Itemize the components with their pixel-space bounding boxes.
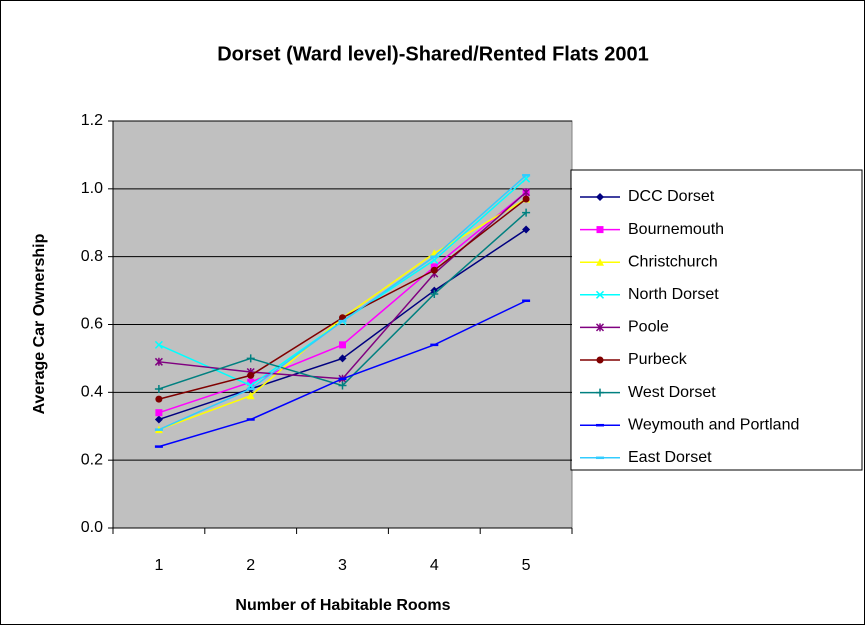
data-point (339, 341, 346, 349)
data-point (522, 225, 531, 234)
y-tick-label: 0.6 (81, 316, 103, 333)
x-tick-label: 4 (430, 557, 439, 574)
data-point (154, 357, 163, 366)
data-point (246, 391, 255, 400)
data-point (430, 266, 438, 274)
chart-title: Dorset (Ward level)-Shared/Rented Flats … (217, 43, 649, 65)
legend-label: Weymouth and Portland (628, 416, 799, 433)
legend-marker (596, 388, 604, 397)
legend-label: Purbeck (628, 351, 688, 368)
y-tick-label: 0.4 (81, 384, 103, 401)
legend-label: West Dorset (628, 384, 716, 401)
data-point (522, 188, 531, 197)
y-tick-label: 0.8 (81, 248, 103, 265)
y-tick-label: 1.0 (81, 180, 103, 197)
legend-marker (595, 290, 605, 299)
data-point (154, 340, 163, 349)
x-tick-label: 3 (338, 557, 347, 574)
data-point (338, 354, 347, 363)
legend-marker (596, 258, 604, 266)
legend-marker (595, 323, 605, 332)
legend-label: North Dorset (628, 286, 719, 303)
legend-label: Bournemouth (628, 221, 724, 238)
x-tick-label: 5 (522, 557, 531, 574)
legend-marker (596, 193, 604, 201)
data-point (522, 208, 531, 217)
y-tick-label: 0.2 (81, 451, 103, 468)
data-point (247, 371, 255, 379)
x-axis-label: Number of Habitable Rooms (235, 597, 450, 614)
legend-label: East Dorset (628, 449, 712, 466)
legend-marker (596, 226, 604, 234)
legend-label: Poole (628, 319, 669, 336)
legend-label: DCC Dorset (628, 188, 715, 205)
data-point (246, 354, 255, 363)
y-tick-label: 1.2 (81, 112, 103, 129)
data-point (155, 395, 163, 403)
legend-marker (596, 356, 604, 364)
data-point (430, 289, 439, 298)
data-point (155, 409, 163, 417)
data-point (338, 381, 347, 390)
x-tick-label: 2 (246, 557, 255, 574)
data-point (154, 415, 163, 424)
x-tick-label: 1 (154, 557, 163, 574)
data-point (247, 378, 255, 386)
legend-label: Christchurch (628, 253, 718, 270)
y-axis-label: Average Car Ownership (31, 233, 48, 414)
y-tick-label: 0.0 (81, 519, 103, 536)
data-point (522, 195, 530, 203)
legend (570, 169, 863, 471)
data-point (154, 384, 163, 393)
